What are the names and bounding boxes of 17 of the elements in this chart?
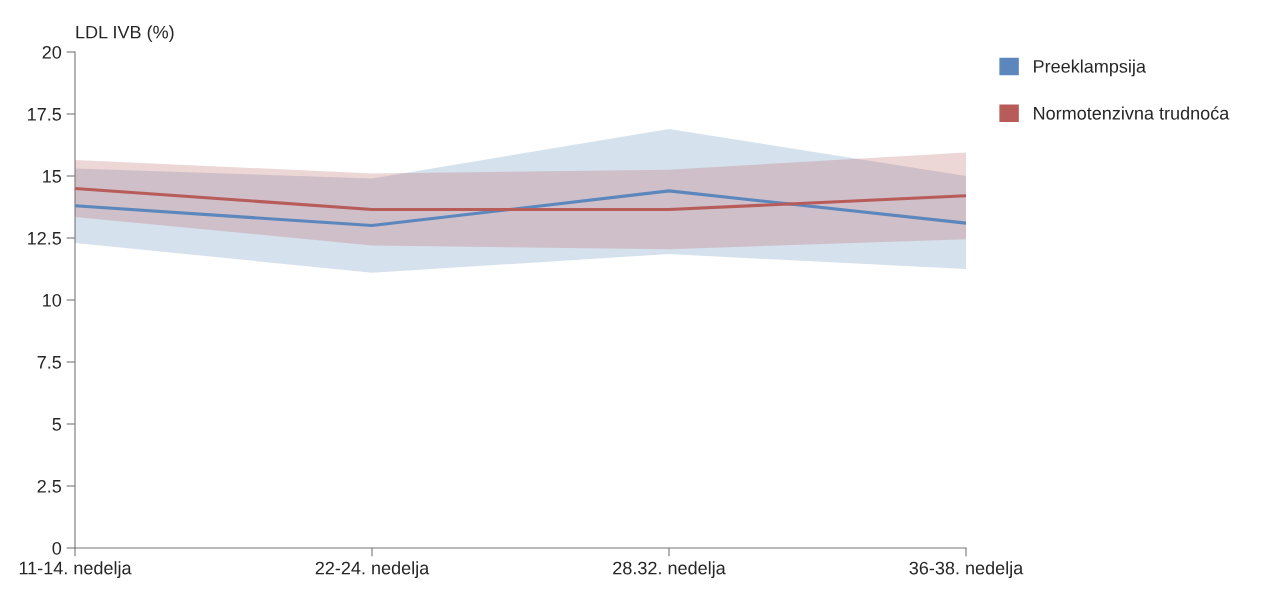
y-tick-label: 12.5 bbox=[28, 231, 62, 245]
x-tick-label: 28.32. nedelja bbox=[613, 561, 726, 579]
y-tick-label: 0 bbox=[52, 541, 62, 555]
x-tick-label: 36-38. nedelja bbox=[909, 561, 1024, 579]
y-tick-label: 15 bbox=[43, 170, 62, 183]
x-tick-label: 11-14. nedelja bbox=[19, 561, 132, 579]
y-tick-label: 7.5 bbox=[37, 356, 62, 369]
y-tick-label: 10 bbox=[43, 293, 62, 307]
legend-label: Preeklampsija bbox=[1034, 59, 1146, 77]
y-tick-label: 17.5 bbox=[28, 108, 62, 121]
y-tick-label: 5 bbox=[52, 418, 62, 431]
line-series bbox=[75, 189, 966, 228]
y-axis-title: LDL IVB (%) bbox=[76, 25, 174, 43]
legend-label: Normotenzivna trudnoća bbox=[1034, 106, 1230, 120]
y-tick-label: 2.5 bbox=[37, 479, 62, 493]
x-tick-label: 22-24. nedelja bbox=[315, 561, 430, 579]
y-tick-label: 20 bbox=[42, 45, 62, 59]
